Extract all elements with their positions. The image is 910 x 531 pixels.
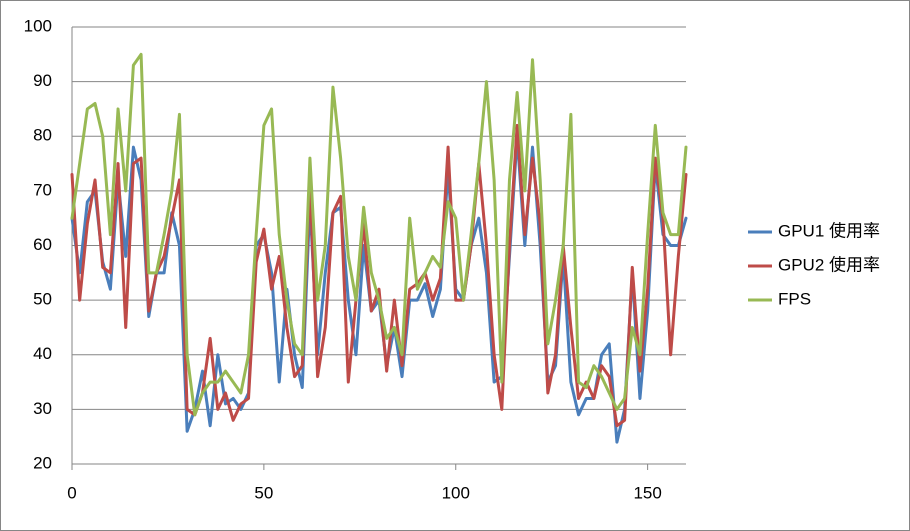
legend-label: GPU2 使用率 bbox=[778, 254, 880, 274]
y-tick-label: 100 bbox=[24, 16, 52, 35]
y-tick-label: 30 bbox=[33, 399, 52, 418]
x-tick-label: 150 bbox=[633, 483, 661, 502]
line-series bbox=[70, 52, 688, 417]
y-tick-label: 50 bbox=[33, 290, 52, 309]
y-tick-label: 60 bbox=[33, 235, 52, 254]
y-tick-label: 20 bbox=[33, 453, 52, 472]
y-tick-label: 40 bbox=[33, 344, 52, 363]
legend-label: FPS bbox=[778, 289, 811, 308]
y-tick-label: 80 bbox=[33, 126, 52, 145]
x-tick-label: 0 bbox=[67, 483, 76, 502]
x-tick-label: 50 bbox=[254, 483, 273, 502]
y-tick-label: 70 bbox=[33, 180, 52, 199]
x-tick-label: 100 bbox=[442, 483, 470, 502]
legend-label: GPU1 使用率 bbox=[778, 220, 880, 240]
y-tick-label: 90 bbox=[33, 71, 52, 90]
